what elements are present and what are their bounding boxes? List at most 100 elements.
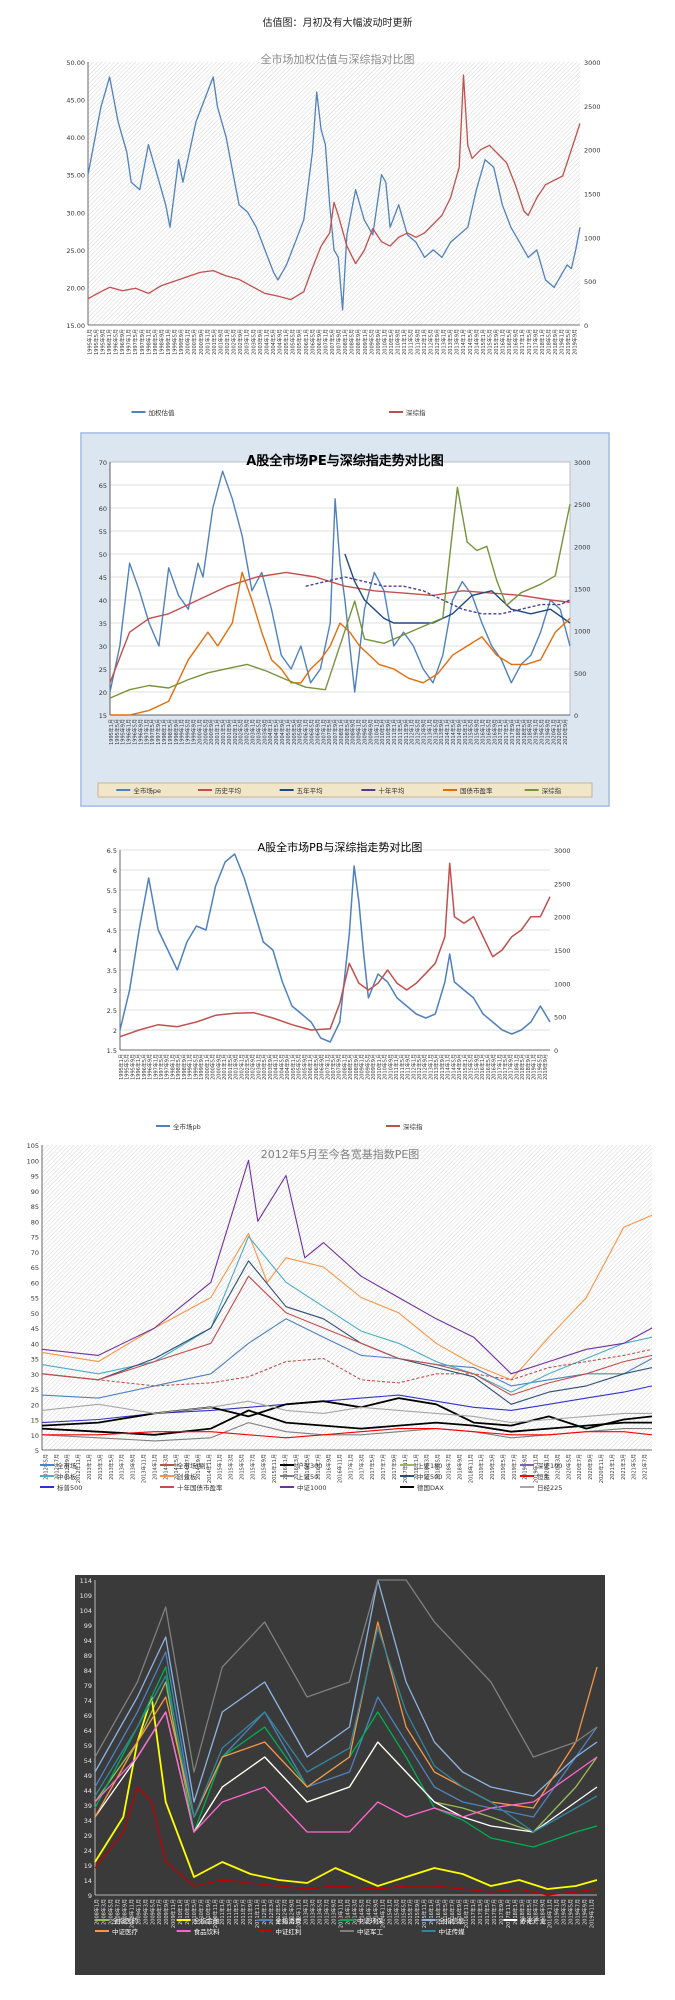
x-tick-label: 2014年1月 — [460, 329, 467, 355]
y2-tick-label: 0 — [584, 322, 588, 330]
x-tick-label: 2016年1月 — [479, 1054, 486, 1080]
x-tick-label: 2009年11月 — [170, 1899, 177, 1928]
x-tick-label: 2014年5月 — [467, 329, 474, 355]
series-line-0 — [87, 76, 581, 311]
x-tick-label: 2016年9月 — [491, 1054, 498, 1080]
y-tick-label: 34 — [84, 1817, 92, 1825]
x-tick-label: 2018年3月 — [424, 1454, 431, 1480]
x-tick-label: 2001年5月 — [227, 1054, 234, 1080]
series-line-9 — [94, 1579, 598, 1773]
y-tick-label: 54 — [84, 1757, 92, 1765]
x-tick-label: 1997年9月 — [155, 719, 162, 745]
x-tick-label: 2020年11月 — [598, 1454, 605, 1483]
x-tick-label: 2017年11月 — [505, 1899, 512, 1928]
x-tick-label: 2018年5月 — [545, 329, 552, 355]
y2-tick-label: 3000 — [574, 459, 591, 467]
y-tick-label: 6 — [113, 867, 117, 875]
x-tick-label: 1997年5月 — [132, 329, 139, 355]
x-tick-label: 2017年5月 — [503, 719, 510, 745]
x-tick-label: 1997年1月 — [143, 719, 150, 745]
x-tick-label: 2017年1月 — [347, 1454, 354, 1480]
x-tick-label: 1998年5月 — [167, 719, 174, 745]
x-tick-label: 2018年1月 — [413, 1454, 420, 1480]
y-tick-label: 99 — [84, 1622, 92, 1630]
x-tick-label: 2015年3月 — [393, 1899, 400, 1925]
legend-label: 恒生 — [537, 1472, 551, 1481]
x-tick-label: 2013年5月 — [317, 1899, 324, 1925]
chart-5-svg: 9 14 19 24 29 34 39 44 49 54 59 64 69 74 79 84 89 94 99 104… — [80, 1577, 598, 1936]
y-tick-label: 94 — [84, 1637, 92, 1645]
x-tick-label: 1998年1月 — [145, 329, 152, 355]
x-tick-label: 1999年5月 — [192, 1054, 199, 1080]
x-tick-label: 2017年1月 — [497, 719, 504, 745]
x-tick-label: 2014年5月 — [450, 719, 457, 745]
x-tick-label: 2020年1月 — [544, 1454, 551, 1480]
series-line-1 — [87, 74, 581, 301]
x-tick-label: 2013年1月 — [441, 329, 448, 355]
legend-label: 上证180 — [417, 1461, 442, 1470]
x-tick-label: 2020年3月 — [554, 1454, 561, 1480]
x-tick-label: 1998年9月 — [173, 719, 180, 745]
x-tick-label: 2011年9月 — [414, 329, 421, 355]
y-tick-label: 20 — [99, 689, 107, 697]
x-tick-label: 2018年1月 — [513, 1054, 520, 1080]
y-tick-label: 40 — [99, 597, 107, 605]
x-tick-label: 2016年11月 — [463, 1899, 470, 1928]
x-tick-label: 1995年1月 — [86, 329, 93, 355]
x-tick-label: 2013年7月 — [324, 1899, 331, 1925]
x-tick-label: 2012年11月 — [296, 1899, 303, 1928]
x-tick-label: 2015年1月 — [217, 1454, 224, 1480]
x-tick-label: 2000年1月 — [185, 329, 192, 355]
x-tick-label: 2013年5月 — [433, 1054, 440, 1080]
legend-label: 十年国债市盈率 — [177, 1483, 223, 1492]
x-tick-label: 2018年1月 — [512, 1899, 519, 1925]
x-tick-label: 2015年5月 — [400, 1899, 407, 1925]
y-tick-label: 59 — [84, 1742, 92, 1750]
x-tick-label: 2012年5月 — [427, 329, 434, 355]
legend-label: 深综指 — [406, 408, 426, 417]
x-tick-label: 2019年11月 — [589, 1899, 596, 1928]
legend-label: 十年平均 — [378, 786, 405, 795]
x-tick-label: 2019年9月 — [522, 1454, 529, 1480]
y-tick-label: 6.5 — [107, 847, 117, 855]
x-tick-label: 2004年5月 — [278, 1054, 285, 1080]
x-tick-label: 2006年1月 — [303, 719, 310, 745]
x-tick-label: 2001年9月 — [217, 329, 224, 355]
plot-hatch — [88, 62, 580, 325]
y-tick-label: 14 — [84, 1877, 92, 1885]
x-tick-label: 2011年5月 — [233, 1899, 240, 1925]
x-tick-label: 2008年5月 — [347, 1054, 354, 1080]
x-tick-label: 2009年1月 — [359, 1054, 366, 1080]
x-tick-label: 2000年1月 — [196, 719, 203, 745]
x-tick-label: 2018年11月 — [547, 1899, 554, 1928]
y-tick-label: 89 — [84, 1652, 92, 1660]
x-tick-label: 2010年9月 — [205, 1899, 212, 1925]
x-tick-label: 2000年1月 — [204, 1054, 211, 1080]
series-line-4 — [110, 571, 571, 716]
y2-tick-label: 2000 — [554, 914, 571, 922]
plot-area — [109, 461, 571, 716]
x-tick-label: 2013年11月 — [140, 1454, 147, 1483]
x-tick-label: 2008年1月 — [341, 1054, 348, 1080]
legend-label: 标普500 — [57, 1483, 82, 1492]
x-tick-label: 2015年5月 — [468, 1054, 475, 1080]
x-tick-label: 2014年11月 — [379, 1899, 386, 1928]
x-tick-label: 2013年3月 — [97, 1454, 104, 1480]
y-tick-label: 2 — [113, 1027, 117, 1035]
y2-tick-label: 1500 — [554, 947, 571, 955]
y-tick-label: 50 — [99, 551, 107, 559]
x-tick-label: 1999年9月 — [191, 719, 198, 745]
x-tick-label: 2016年3月 — [293, 1454, 300, 1480]
y-tick-label: 90 — [31, 1188, 39, 1196]
series-line-0 — [109, 470, 571, 693]
x-tick-label: 2010年7月 — [198, 1899, 205, 1925]
chart-3-svg: 1.5 2 2.5 3 3.5 4 4.5 5 5.5 6 6.5 0 500 1000 1500 2000 2… — [107, 840, 571, 1131]
x-tick-label: 2003年1月 — [244, 329, 251, 355]
x-tick-label: 1998年5月 — [175, 1054, 182, 1080]
x-tick-label: 1999年1月 — [179, 719, 186, 745]
legend-label: 深证100 — [537, 1461, 562, 1470]
x-tick-label: 2010年1月 — [376, 1054, 383, 1080]
x-tick-label: 2006年5月 — [309, 329, 316, 355]
x-tick-label: 2014年9月 — [456, 1054, 463, 1080]
x-tick-label: 2008年1月 — [342, 329, 349, 355]
